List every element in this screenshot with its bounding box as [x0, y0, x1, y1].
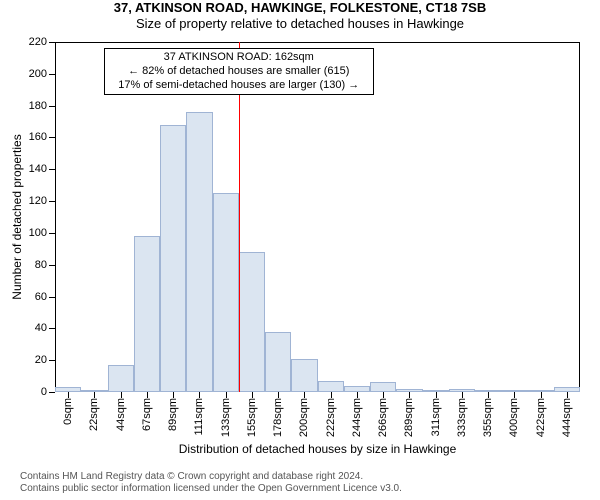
y-tick: [49, 233, 55, 234]
y-tick-label: 180: [29, 100, 47, 112]
y-tick: [49, 265, 55, 266]
footer: Contains HM Land Registry data © Crown c…: [20, 471, 402, 494]
y-tick-label: 200: [29, 68, 47, 80]
x-tick-label: 444sqm: [561, 398, 573, 437]
annotation-line-1: 37 ATKINSON ROAD: 162sqm: [111, 51, 367, 65]
y-tick-label: 160: [29, 131, 47, 143]
bar: [370, 382, 396, 392]
x-tick-label: 311sqm: [430, 398, 442, 436]
bar: [291, 359, 317, 392]
y-tick-label: 80: [35, 259, 47, 271]
x-tick-label: 44sqm: [115, 398, 127, 431]
y-tick: [49, 360, 55, 361]
y-tick: [49, 297, 55, 298]
y-tick-label: 60: [35, 291, 47, 303]
y-tick-label: 100: [29, 227, 47, 239]
bar: [186, 112, 212, 392]
x-tick-label: 155sqm: [246, 398, 258, 437]
y-tick-label: 40: [35, 322, 47, 334]
x-tick-label: 133sqm: [220, 398, 232, 437]
annotation-line-3: 17% of semi-detached houses are larger (…: [111, 79, 367, 93]
x-tick-label: 400sqm: [508, 398, 520, 437]
x-tick-label: 266sqm: [377, 398, 389, 437]
x-tick-label: 111sqm: [193, 398, 205, 436]
x-tick-label: 67sqm: [141, 398, 153, 431]
y-tick-label: 0: [41, 386, 47, 398]
y-tick: [49, 106, 55, 107]
y-tick-label: 140: [29, 163, 47, 175]
y-tick: [49, 169, 55, 170]
y-axis-title-text: Number of detached properties: [10, 134, 24, 299]
bar: [318, 381, 344, 392]
x-tick-label: 0sqm: [62, 398, 74, 425]
annotation-box: 37 ATKINSON ROAD: 162sqm ← 82% of detach…: [104, 48, 374, 95]
x-tick-label: 422sqm: [535, 398, 547, 437]
x-tick-label: 178sqm: [272, 398, 284, 437]
y-tick-label: 120: [29, 195, 47, 207]
x-tick-label: 355sqm: [482, 398, 494, 437]
y-tick: [49, 201, 55, 202]
x-tick-label: 244sqm: [351, 398, 363, 437]
y-tick: [49, 328, 55, 329]
page-subtitle: Size of property relative to detached ho…: [0, 16, 600, 32]
bar: [160, 125, 186, 392]
bar: [265, 332, 291, 392]
x-tick-label: 200sqm: [298, 398, 310, 437]
chart-container: 37, ATKINSON ROAD, HAWKINGE, FOLKESTONE,…: [0, 0, 600, 500]
y-tick-label: 220: [29, 36, 47, 48]
annotation-line-2: ← 82% of detached houses are smaller (61…: [111, 65, 367, 79]
x-tick-label: 89sqm: [167, 398, 179, 431]
x-tick-label: 222sqm: [325, 398, 337, 437]
y-tick: [49, 74, 55, 75]
histogram-plot: 37 ATKINSON ROAD: 162sqm ← 82% of detach…: [55, 42, 580, 392]
bar: [213, 193, 239, 392]
footer-line-2: Contains public sector information licen…: [20, 483, 402, 495]
x-tick-label: 22sqm: [88, 398, 100, 431]
x-axis-title: Distribution of detached houses by size …: [55, 442, 580, 456]
y-tick: [49, 42, 55, 43]
y-tick: [49, 392, 55, 393]
x-tick-label: 333sqm: [456, 398, 468, 437]
y-axis-title: Number of detached properties: [10, 42, 24, 392]
bar: [239, 252, 265, 392]
y-tick: [49, 137, 55, 138]
x-tick-label: 289sqm: [403, 398, 415, 437]
footer-line-1: Contains HM Land Registry data © Crown c…: [20, 471, 402, 483]
bar: [134, 236, 160, 392]
page-title: 37, ATKINSON ROAD, HAWKINGE, FOLKESTONE,…: [0, 0, 600, 16]
y-tick-label: 20: [35, 354, 47, 366]
bar: [108, 365, 134, 392]
